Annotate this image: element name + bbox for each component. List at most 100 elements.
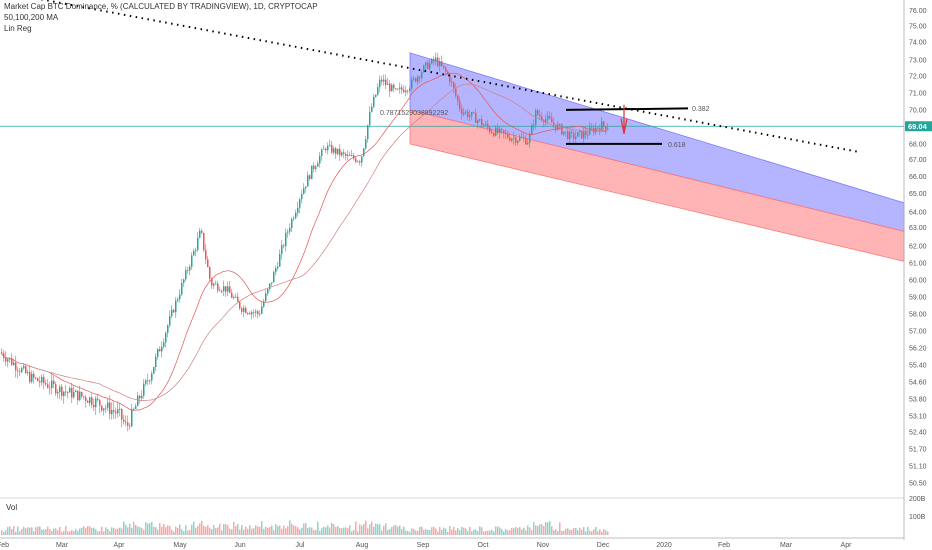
volume-bar (523, 527, 525, 535)
volume-bar (485, 531, 487, 535)
volume-bar (33, 531, 35, 535)
candle (67, 391, 69, 399)
volume-bar (383, 525, 385, 535)
y-tick-label: 68.00 (909, 141, 927, 148)
volume-bar (219, 523, 221, 535)
candle (327, 142, 329, 155)
candle (137, 392, 139, 407)
volume-bar (117, 528, 119, 535)
y-tick-label: 51.10 (909, 463, 927, 470)
candle (401, 84, 403, 94)
volume-bar (441, 529, 443, 535)
x-tick-label: Jul (296, 542, 305, 549)
candle (477, 118, 479, 129)
candle (389, 79, 391, 98)
candle (525, 134, 527, 146)
candle (29, 365, 31, 384)
volume-bar (373, 526, 375, 535)
candle (375, 94, 377, 98)
volume-bar (209, 527, 211, 535)
volume-bar (589, 530, 591, 535)
candle (349, 151, 351, 156)
volume-bar (355, 521, 357, 535)
ma-50-line (0, 72, 608, 411)
volume-bar (479, 526, 481, 535)
candle (165, 331, 167, 348)
candle (3, 349, 5, 362)
volume-bar (259, 526, 261, 535)
y-tick-label: 75.00 (909, 24, 927, 31)
volume-bar (387, 530, 389, 535)
volume-bar (307, 528, 309, 535)
volume-bar (253, 528, 255, 535)
volume-bar (505, 528, 507, 535)
volume-bar (197, 525, 199, 535)
candle (443, 65, 445, 70)
candle (491, 128, 493, 134)
candle (355, 156, 357, 164)
volume-bar (331, 522, 333, 535)
volume-bar (567, 528, 569, 535)
volume-bar (193, 521, 195, 535)
volume-bar (591, 531, 593, 535)
volume-bar (407, 531, 409, 535)
candle (237, 292, 239, 302)
candle (421, 70, 423, 82)
candle (277, 261, 279, 271)
volume-bar (469, 526, 471, 535)
y-tick-label: 70.00 (909, 107, 927, 114)
candle (601, 116, 603, 131)
candle (143, 379, 145, 399)
volume-bar (173, 531, 175, 535)
candle (565, 131, 567, 137)
volume-bar (61, 531, 63, 535)
volume-bar (103, 531, 105, 535)
volume-bar (281, 528, 283, 535)
volume-bar (413, 529, 415, 535)
volume-bar (453, 526, 455, 535)
x-tick-label: Nov (537, 542, 550, 549)
volume-bar (165, 526, 167, 535)
candle (505, 128, 507, 140)
candle (297, 201, 299, 217)
volume-bar (461, 526, 463, 535)
candle (429, 59, 431, 72)
candle (515, 135, 517, 146)
volume-bar (113, 528, 115, 535)
volume-bar (135, 525, 137, 535)
candle (587, 130, 589, 140)
volume-bar (481, 527, 483, 535)
candle (83, 395, 85, 400)
candle (285, 228, 287, 252)
volume-bar (545, 522, 547, 535)
volume-bar (217, 527, 219, 535)
candle (257, 309, 259, 319)
candle (127, 415, 129, 432)
candle (581, 130, 583, 140)
candle (207, 256, 209, 268)
candle (43, 373, 45, 390)
volume-bar (37, 526, 39, 535)
volume-bar (127, 527, 129, 535)
volume-bar (123, 521, 125, 535)
linreg-label: 0.7871529038892292 (380, 110, 448, 117)
volume-bar (537, 526, 539, 535)
candle (489, 126, 491, 135)
candle (295, 209, 297, 220)
volume-bar (5, 530, 7, 535)
volume-bar (513, 528, 515, 535)
candle (377, 83, 379, 96)
candle (225, 286, 227, 297)
candle (393, 83, 395, 93)
volume-bar (167, 525, 169, 535)
volume-bar (535, 525, 537, 535)
candle (431, 57, 433, 65)
volume-bar (431, 527, 433, 535)
candle (419, 75, 421, 84)
volume-bar (77, 530, 79, 535)
volume-bar (449, 526, 451, 535)
volume-bar (7, 527, 9, 535)
volume-bar (157, 529, 159, 535)
candle (339, 144, 341, 161)
